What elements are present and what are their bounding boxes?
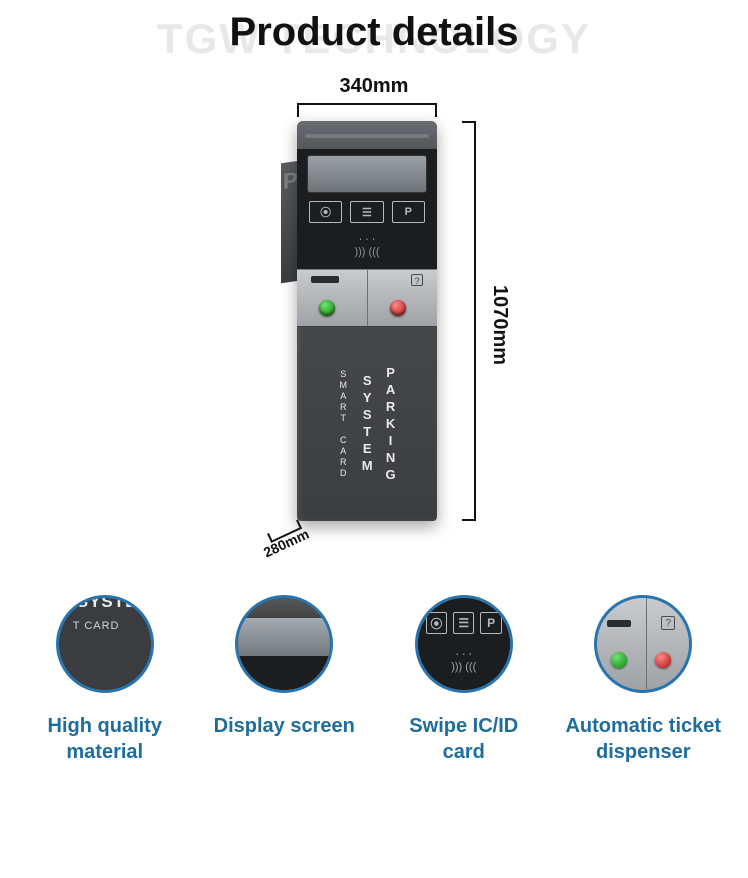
machine-lower-body: PARKING SYSTEM SMART CARD bbox=[297, 327, 437, 521]
feature-label: High quality material bbox=[48, 713, 162, 765]
feature-item-material: SYSTEM T CARD High quality material bbox=[20, 595, 190, 765]
help-icon: ? bbox=[411, 274, 423, 286]
feature-label: Automatic ticket dispenser bbox=[565, 713, 721, 765]
dimension-height-label: 1070mm bbox=[488, 285, 511, 365]
machine-body: ⦿ ☰ P ⋅ ⋅ ⋅ ))) ((( ? bbox=[297, 121, 437, 521]
feature-item-swipe: ⦿ ☰ P ⋅ ⋅ ⋅ ))) ((( Swipe IC/ID card bbox=[379, 595, 549, 765]
lcd-screen bbox=[307, 155, 427, 193]
button-panel: ? bbox=[297, 269, 437, 327]
feature-item-dispenser: ? Automatic ticket dispenser bbox=[559, 595, 729, 765]
feature-circle-dispenser: ? bbox=[594, 595, 692, 693]
feature-circle-swipe: ⦿ ☰ P ⋅ ⋅ ⋅ ))) ((( bbox=[415, 595, 513, 693]
product-diagram: 340mm P ⦿ ☰ P ⋅ ⋅ ⋅ ))) ((( bbox=[0, 75, 748, 595]
dimension-height-rule bbox=[462, 121, 476, 521]
feature-item-display: Display screen bbox=[200, 595, 370, 765]
nfc-icon: ⋅ ⋅ ⋅ ))) ((( bbox=[297, 233, 437, 258]
feature-label: Swipe IC/ID card bbox=[409, 713, 518, 765]
help-icon: ? bbox=[661, 616, 675, 630]
green-button bbox=[319, 300, 335, 316]
red-button bbox=[390, 300, 406, 316]
panel-icon-1: ⦿ bbox=[309, 201, 342, 223]
machine-body-text: PARKING SYSTEM bbox=[360, 365, 398, 484]
parking-machine: P ⦿ ☰ P ⋅ ⋅ ⋅ ))) ((( bbox=[297, 121, 437, 521]
panel-icon-1: ⦿ bbox=[426, 612, 447, 634]
red-button-icon bbox=[655, 652, 671, 668]
feature-circle-material: SYSTEM T CARD bbox=[56, 595, 154, 693]
nfc-icon: ⋅ ⋅ ⋅ ))) ((( bbox=[418, 648, 510, 673]
machine-side-panel: P bbox=[281, 161, 297, 283]
panel-icon-2: ☰ bbox=[350, 201, 383, 223]
green-button-icon bbox=[611, 652, 627, 668]
panel-icon-3: P bbox=[392, 201, 425, 223]
panel-icon-2: ☰ bbox=[453, 612, 474, 634]
machine-body-subtext: SMART CARD bbox=[338, 369, 348, 479]
feature-row: SYSTEM T CARD High quality material Disp… bbox=[0, 595, 748, 765]
p-letter-icon: P bbox=[283, 167, 298, 195]
dimension-width-rule bbox=[297, 103, 437, 117]
panel-icon-3: P bbox=[480, 612, 501, 634]
dimension-width-label: 340mm bbox=[0, 75, 748, 98]
circle-text-2: T CARD bbox=[73, 620, 120, 632]
icon-row: ⦿ ☰ P bbox=[309, 201, 425, 223]
circle-text-1: SYSTEM bbox=[77, 595, 153, 612]
machine-black-panel: ⦿ ☰ P ⋅ ⋅ ⋅ ))) ((( bbox=[297, 149, 437, 269]
card-slot-icon bbox=[311, 276, 339, 283]
feature-label: Display screen bbox=[214, 713, 355, 739]
machine-top-cap bbox=[297, 121, 437, 149]
card-slot-icon bbox=[607, 620, 631, 627]
page-title: Product details bbox=[0, 0, 748, 55]
feature-circle-display bbox=[235, 595, 333, 693]
